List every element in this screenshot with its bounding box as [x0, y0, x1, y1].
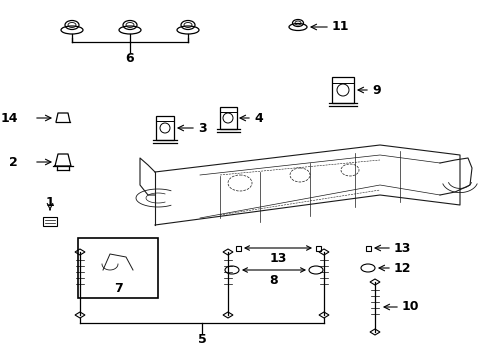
Text: 4: 4 [254, 112, 263, 125]
Bar [156, 116, 174, 140]
Bar [332, 77, 354, 103]
Text: 6: 6 [126, 52, 134, 65]
Text: 5: 5 [197, 333, 206, 346]
Bar [316, 246, 320, 251]
Text: 12: 12 [394, 261, 412, 274]
Text: 13: 13 [394, 242, 412, 255]
Bar [236, 246, 241, 251]
Text: 3: 3 [198, 122, 207, 135]
Bar [366, 246, 370, 251]
Text: 7: 7 [114, 282, 122, 295]
Text: 1: 1 [46, 195, 54, 208]
Text: 9: 9 [372, 84, 381, 96]
Text: 10: 10 [402, 301, 419, 314]
Text: 13: 13 [270, 252, 287, 265]
Bar [43, 217, 57, 226]
Text: 11: 11 [332, 21, 349, 33]
Text: 8: 8 [270, 274, 278, 287]
Bar [220, 107, 237, 129]
Text: 14: 14 [0, 112, 18, 125]
Text: 2: 2 [9, 156, 18, 168]
Bar [78, 238, 158, 298]
